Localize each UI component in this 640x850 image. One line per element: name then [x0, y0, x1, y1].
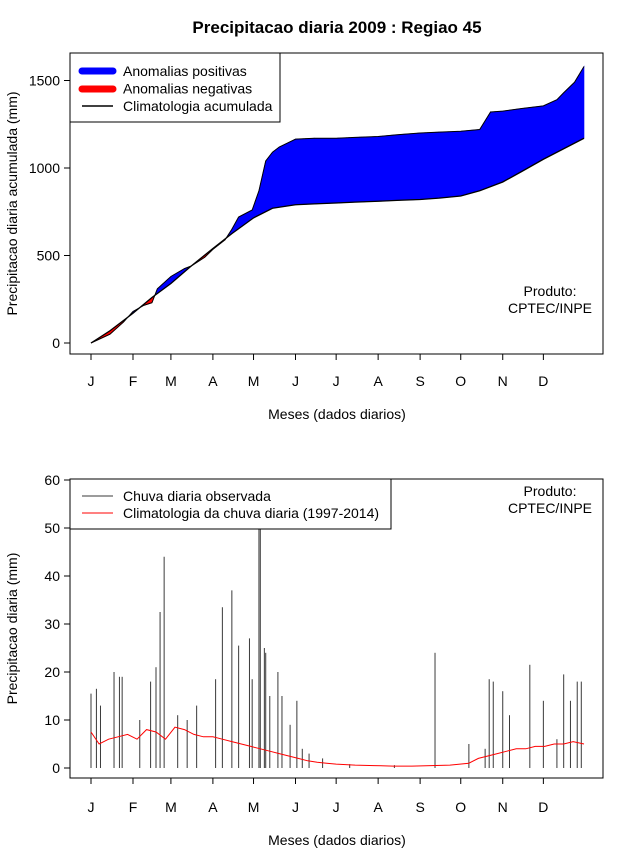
annotation-cptec: CPTEC/INPE	[508, 300, 592, 316]
y-tick-label: 1500	[29, 73, 60, 89]
observed-bars	[90, 479, 582, 768]
cumulative-precipitation-panel: 0 500 1000 1500 J F M A M J J A S O N D Meses (dados dia…	[4, 52, 604, 422]
x-tick-label: A	[208, 373, 218, 389]
x-tick-label: O	[455, 373, 466, 389]
annotation-cptec: CPTEC/INPE	[508, 500, 592, 516]
y-tick-label: 60	[44, 472, 60, 488]
legend-entry: Climatologia acumulada	[123, 98, 273, 114]
x-tick-label: N	[498, 799, 508, 815]
x-tick-label: M	[248, 373, 260, 389]
y-tick-label: 10	[44, 712, 60, 728]
y-tick-label: 50	[44, 520, 60, 536]
legend: Anomalias positivas Anomalias negativasCl…	[69, 52, 281, 123]
x-tick-label: D	[538, 799, 548, 815]
annotation-produto: Produto:	[524, 483, 577, 499]
climatology-daily-line	[90, 726, 585, 767]
y-tick-label: 0	[52, 335, 60, 351]
x-tick-label: N	[498, 373, 508, 389]
x-tick-label: A	[208, 799, 218, 815]
x-tick-label: J	[333, 373, 340, 389]
x-tick-label: M	[165, 373, 177, 389]
x-tick-label: A	[373, 373, 383, 389]
annotation-produto: Produto:	[524, 283, 577, 299]
x-tick-label: M	[248, 799, 260, 815]
x-tick-label: S	[415, 373, 424, 389]
climatology-cumulative-line	[90, 137, 585, 344]
x-axis-label: Meses (dados diarios)	[268, 406, 406, 422]
x-axis-label: Meses (dados diarios)	[268, 832, 406, 848]
y-tick-label: 0	[52, 760, 60, 776]
x-tick-label: A	[373, 799, 383, 815]
x-tick-label: J	[88, 373, 95, 389]
daily-precipitation-panel: 0 10 20 30 40 50 60 J F M A M J J A S O N D Meses (dados di…	[4, 472, 604, 848]
x-tick-label: S	[415, 799, 424, 815]
legend-entry: Climatologia da chuva diaria (1997-2014)	[123, 505, 379, 521]
x-tick-label: D	[538, 373, 548, 389]
y-axis-label: Precipitacao diaria (mm)	[4, 553, 20, 705]
legend-entry: Chuva diaria observada	[123, 488, 271, 504]
observed-cumulative-line	[90, 66, 585, 344]
y-tick-label: 40	[44, 568, 60, 584]
x-tick-label: J	[333, 799, 340, 815]
legend-entry: Anomalias positivas	[123, 63, 247, 79]
legend-entry: Anomalias negativas	[123, 81, 252, 97]
chart-title: Precipitacao diaria 2009 : Regiao 45	[192, 18, 481, 37]
y-tick-label: 20	[44, 664, 60, 680]
y-tick-label: 30	[44, 616, 60, 632]
x-tick-label: F	[129, 799, 138, 815]
x-tick-label: J	[292, 799, 299, 815]
y-axis-label: Precipitacao diaria acumulada (mm)	[4, 91, 20, 315]
x-tick-label: O	[455, 799, 466, 815]
y-tick-label: 1000	[29, 160, 60, 176]
x-tick-label: M	[165, 799, 177, 815]
legend-box	[69, 478, 392, 530]
x-tick-label: J	[88, 799, 95, 815]
y-tick-label: 500	[37, 248, 61, 264]
x-tick-label: F	[129, 373, 138, 389]
x-tick-label: J	[292, 373, 299, 389]
